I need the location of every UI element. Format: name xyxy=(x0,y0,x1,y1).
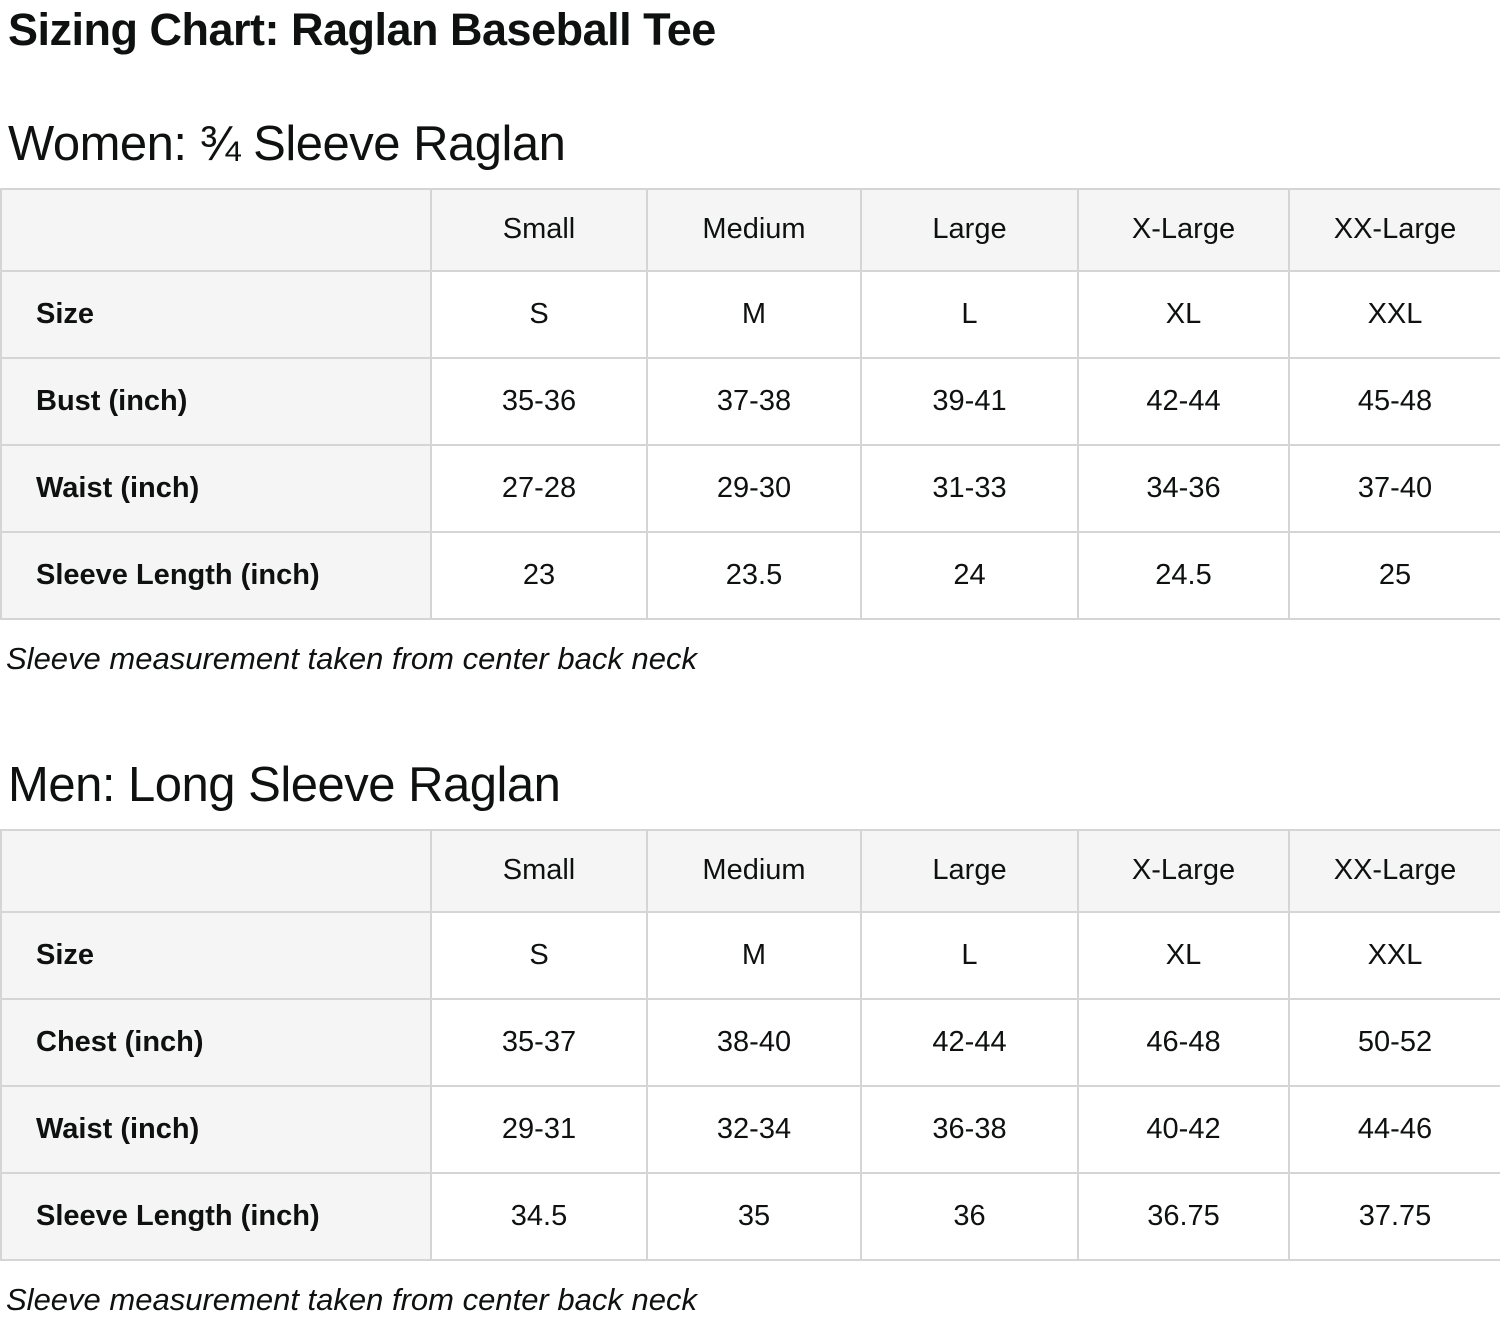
section-heading-women: Women: ¾ Sleeve Raglan xyxy=(8,116,566,171)
value-cell: XXL xyxy=(1288,910,1500,1000)
men-size-table: Small Medium Large X-Large XX-Large Size S M L X… xyxy=(0,828,1500,1261)
row-label-cell: Size xyxy=(0,269,432,359)
column-header-large: Large xyxy=(860,828,1079,913)
value-cell: 42-44 xyxy=(1077,356,1290,446)
value-cell: 44-46 xyxy=(1288,1084,1500,1174)
table-row: Size S M L XL XXL xyxy=(0,269,1500,359)
value-cell: 32-34 xyxy=(646,1084,862,1174)
table-row: Size S M L XL XXL xyxy=(0,910,1500,1000)
column-header-medium: Medium xyxy=(646,187,862,272)
value-cell: 34-36 xyxy=(1077,443,1290,533)
value-cell: 37.75 xyxy=(1288,1171,1500,1261)
value-cell: M xyxy=(646,910,862,1000)
value-cell: 35 xyxy=(646,1171,862,1261)
row-label-cell: Sleeve Length (inch) xyxy=(0,1171,432,1261)
value-cell: 24.5 xyxy=(1077,530,1290,620)
table-row: Chest (inch) 35-37 38-40 42-44 46-48 50-52 xyxy=(0,997,1500,1087)
column-header-x-large: X-Large xyxy=(1077,828,1290,913)
value-cell: 36-38 xyxy=(860,1084,1079,1174)
row-label-cell: Sleeve Length (inch) xyxy=(0,530,432,620)
value-cell: 45-48 xyxy=(1288,356,1500,446)
value-cell: S xyxy=(430,269,648,359)
value-cell: 39-41 xyxy=(860,356,1079,446)
value-cell: 40-42 xyxy=(1077,1084,1290,1174)
value-cell: XL xyxy=(1077,910,1290,1000)
value-cell: 34.5 xyxy=(430,1171,648,1261)
value-cell: 23 xyxy=(430,530,648,620)
corner-cell xyxy=(0,828,432,913)
value-cell: S xyxy=(430,910,648,1000)
value-cell: XXL xyxy=(1288,269,1500,359)
row-label-cell: Waist (inch) xyxy=(0,443,432,533)
women-size-table: Small Medium Large X-Large XX-Large Size S M L X… xyxy=(0,187,1500,620)
column-header-xx-large: XX-Large xyxy=(1288,187,1500,272)
value-cell: M xyxy=(646,269,862,359)
women-table-note: Sleeve measurement taken from center bac… xyxy=(6,640,697,676)
value-cell: 25 xyxy=(1288,530,1500,620)
column-header-xx-large: XX-Large xyxy=(1288,828,1500,913)
value-cell: XL xyxy=(1077,269,1290,359)
row-label-cell: Size xyxy=(0,910,432,1000)
row-label-cell: Bust (inch) xyxy=(0,356,432,446)
value-cell: 42-44 xyxy=(860,997,1079,1087)
table-row: Sleeve Length (inch) 34.5 35 36 36.75 37.75 xyxy=(0,1171,1500,1261)
row-label-cell: Waist (inch) xyxy=(0,1084,432,1174)
column-header-row: Small Medium Large X-Large XX-Large xyxy=(0,828,1500,913)
value-cell: 35-36 xyxy=(430,356,648,446)
value-cell: 31-33 xyxy=(860,443,1079,533)
table-row: Bust (inch) 35-36 37-38 39-41 42-44 45-48 xyxy=(0,356,1500,446)
value-cell: 36.75 xyxy=(1077,1171,1290,1261)
value-cell: 36 xyxy=(860,1171,1079,1261)
row-label-cell: Chest (inch) xyxy=(0,997,432,1087)
value-cell: 35-37 xyxy=(430,997,648,1087)
column-header-row: Small Medium Large X-Large XX-Large xyxy=(0,187,1500,272)
page-title: Sizing Chart: Raglan Baseball Tee xyxy=(8,4,716,55)
value-cell: L xyxy=(860,269,1079,359)
value-cell: L xyxy=(860,910,1079,1000)
column-header-x-large: X-Large xyxy=(1077,187,1290,272)
column-header-medium: Medium xyxy=(646,828,862,913)
column-header-small: Small xyxy=(430,828,648,913)
value-cell: 46-48 xyxy=(1077,997,1290,1087)
value-cell: 29-30 xyxy=(646,443,862,533)
column-header-large: Large xyxy=(860,187,1079,272)
men-table-note: Sleeve measurement taken from center bac… xyxy=(6,1281,697,1317)
value-cell: 23.5 xyxy=(646,530,862,620)
value-cell: 38-40 xyxy=(646,997,862,1087)
corner-cell xyxy=(0,187,432,272)
column-header-small: Small xyxy=(430,187,648,272)
value-cell: 27-28 xyxy=(430,443,648,533)
value-cell: 24 xyxy=(860,530,1079,620)
value-cell: 50-52 xyxy=(1288,997,1500,1087)
value-cell: 37-38 xyxy=(646,356,862,446)
table-row: Sleeve Length (inch) 23 23.5 24 24.5 25 xyxy=(0,530,1500,620)
section-heading-men: Men: Long Sleeve Raglan xyxy=(8,757,561,812)
table-row: Waist (inch) 29-31 32-34 36-38 40-42 44-46 xyxy=(0,1084,1500,1174)
value-cell: 37-40 xyxy=(1288,443,1500,533)
value-cell: 29-31 xyxy=(430,1084,648,1174)
table-row: Waist (inch) 27-28 29-30 31-33 34-36 37-40 xyxy=(0,443,1500,533)
